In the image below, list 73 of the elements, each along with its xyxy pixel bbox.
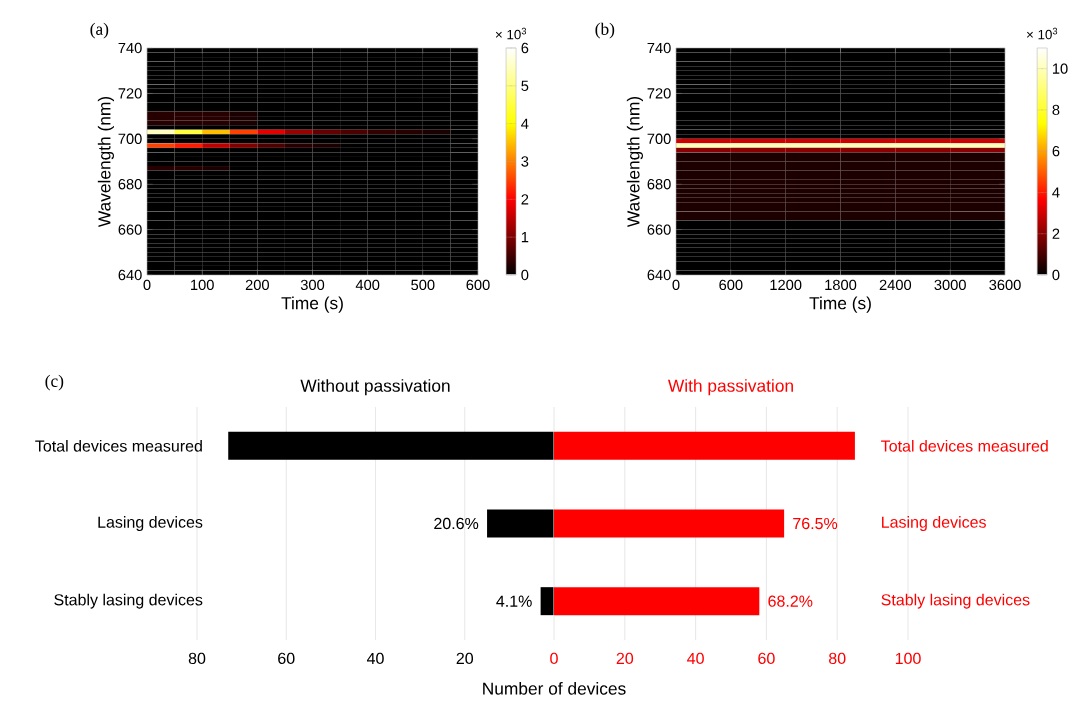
- x-tick-label: 200: [245, 279, 269, 291]
- text: (c): [45, 374, 64, 391]
- color-bar-label: 5: [521, 80, 529, 91]
- y-tick-label: Stably lasing devices: [54, 593, 203, 609]
- x-tick-label: 0: [550, 652, 558, 665]
- y-tick-label: 700: [647, 133, 671, 144]
- x-tick-label: 20: [456, 652, 474, 665]
- bar: [540, 587, 554, 616]
- x-tick-label: 20: [616, 652, 634, 665]
- x-tick-label: 80: [829, 652, 846, 665]
- annotation: 20.6%: [434, 517, 479, 530]
- x-tick-label: 3600: [989, 279, 1021, 291]
- x-tick-label: 3000: [934, 279, 966, 291]
- chart-title: (a): [90, 22, 109, 39]
- annotation: 68.2%: [768, 595, 813, 607]
- y-tick-label: 680: [647, 179, 671, 190]
- color-bar-label: 8: [1052, 104, 1060, 116]
- color-bar-label: 2: [1052, 228, 1060, 239]
- x-tick-label: 0: [672, 279, 680, 291]
- color-bar-label: 3: [521, 156, 529, 167]
- color-bar-label: 1: [521, 232, 529, 243]
- chart-title: Without passivation: [300, 379, 450, 396]
- x-tick-label: 600: [466, 279, 490, 291]
- y-axis-title: Wavelength (nm): [97, 96, 114, 228]
- x-tick-label: 2400: [879, 279, 912, 291]
- x-tick-label: 40: [687, 652, 704, 665]
- y-tick-label: 700: [118, 133, 142, 144]
- x-tick-label: 80: [188, 652, 206, 665]
- y-tick-label: Lasing devices: [882, 516, 986, 531]
- color-bar-label: 6: [521, 42, 529, 54]
- x-tick-label: 600: [719, 279, 743, 291]
- annotation: 4.1%: [496, 595, 532, 607]
- y-tick-label: Lasing devices: [98, 516, 203, 531]
- x-axis-title: Time (s): [281, 296, 343, 313]
- y-tick-label: Total devices measured: [881, 439, 1048, 452]
- x-tick-label: 400: [355, 279, 380, 291]
- x-tick-label: 0: [143, 279, 151, 291]
- y-tick-label: Stably lasing devices: [881, 593, 1030, 609]
- y-tick-label: 740: [118, 42, 142, 54]
- color-bar-title: × 10$^{3}$: [1026, 27, 1058, 40]
- x-tick-label: 60: [278, 652, 295, 665]
- x-tick-label: 60: [758, 652, 775, 665]
- color-bar-label: 0: [521, 269, 529, 281]
- x-tick-label: 1200: [770, 279, 802, 291]
- color-bar-label: 0: [1052, 269, 1060, 281]
- x-tick-label: 100: [191, 279, 214, 291]
- y-axis-title: Wavelength (nm): [626, 96, 643, 228]
- x-axis-title: Time (s): [809, 296, 871, 313]
- y-tick-label: 660: [118, 224, 142, 235]
- x-tick-label: 300: [300, 279, 325, 291]
- chart-title: With passivation: [667, 379, 793, 396]
- y-tick-label: 660: [647, 224, 671, 235]
- y-tick-label: 720: [647, 88, 671, 99]
- y-tick-label: 680: [118, 179, 142, 190]
- y-tick-label: 740: [647, 42, 671, 54]
- color-bar-label: 10: [1052, 63, 1068, 74]
- y-tick-label: 640: [118, 269, 142, 281]
- x-axis-title: Number of devices: [483, 681, 626, 695]
- color-bar-label: 6: [1052, 146, 1060, 157]
- y-tick-label: 720: [118, 88, 142, 99]
- color-bar-label: 4: [521, 118, 529, 129]
- chart-title: (b): [595, 22, 615, 39]
- color-bar-label: 4: [1052, 187, 1060, 198]
- y-tick-label: 640: [647, 269, 671, 281]
- y-tick-label: Total devices measured: [35, 439, 202, 452]
- color-bar-label: 2: [521, 194, 529, 205]
- x-tick-label: 500: [411, 279, 435, 291]
- x-tick-label: 1800: [825, 279, 857, 291]
- bar: [487, 509, 554, 538]
- color-bar-title: × 10$^{3}$: [495, 27, 527, 40]
- x-tick-label: 40: [366, 652, 384, 665]
- annotation: 76.5%: [793, 517, 838, 530]
- x-tick-label: 100: [895, 652, 921, 665]
